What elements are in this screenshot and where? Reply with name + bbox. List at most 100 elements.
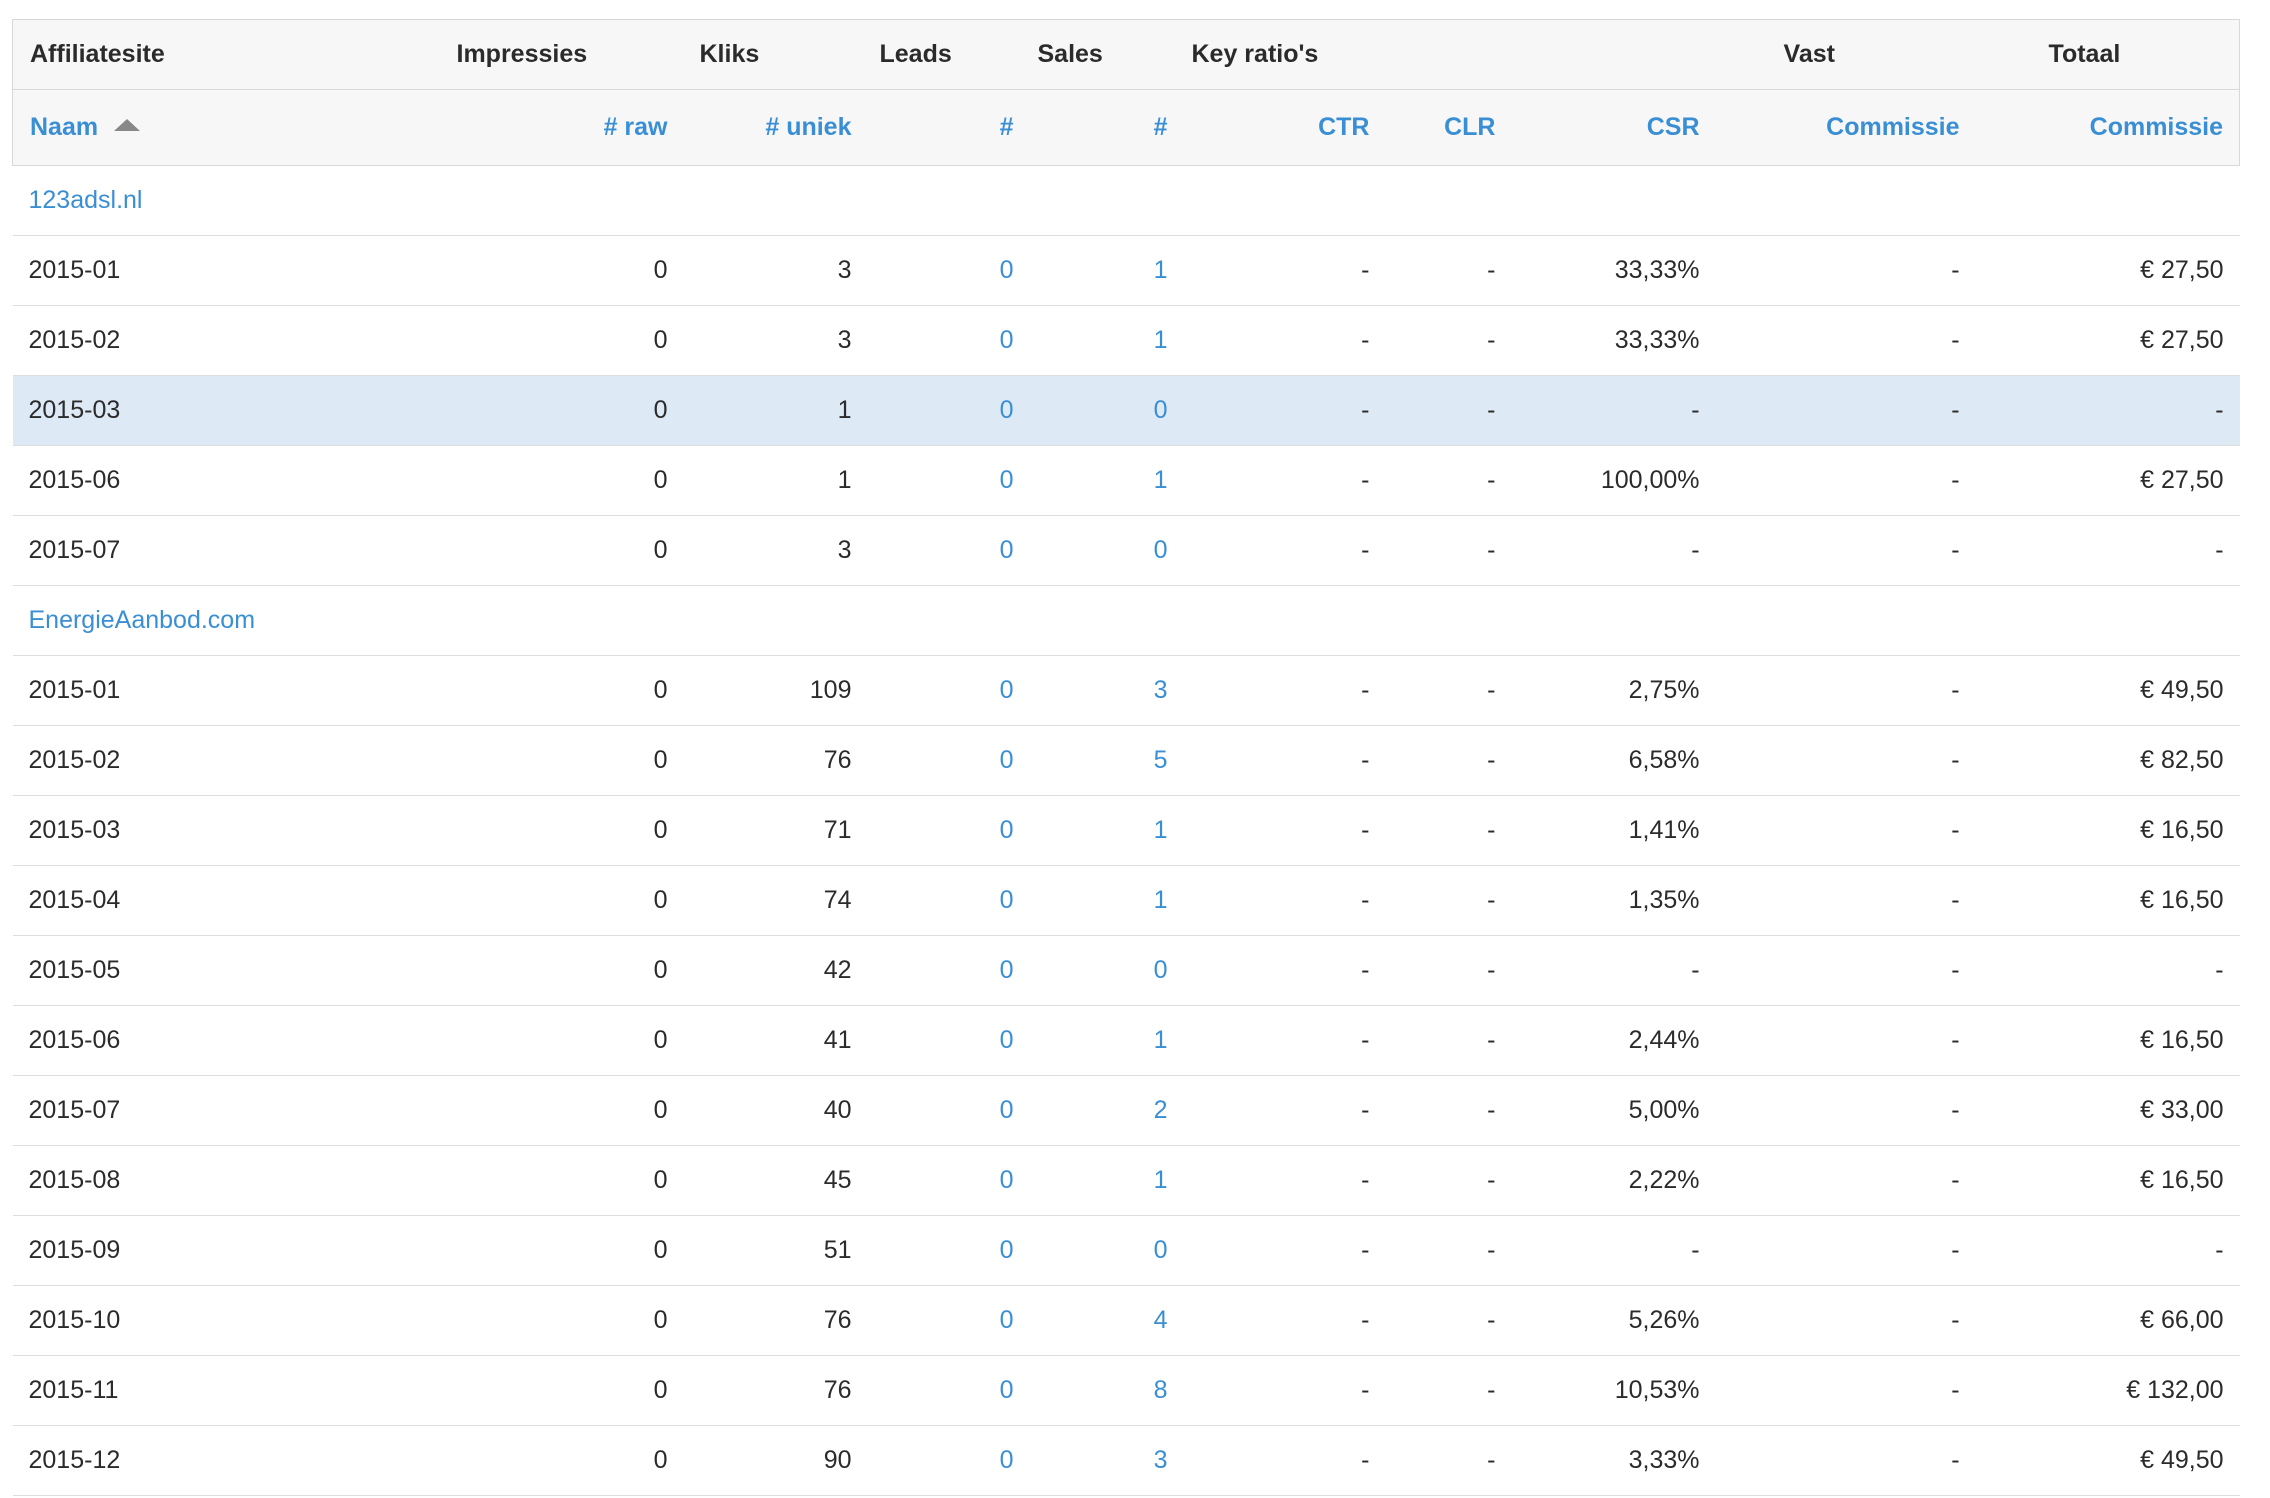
cell-sales-link-text[interactable]: 1 [1153, 256, 1168, 284]
cell-sales-link-text[interactable]: 0 [1153, 396, 1168, 424]
cell-sales-link-text[interactable]: 2 [1153, 1096, 1168, 1124]
cell-leads-link[interactable]: 0 [867, 305, 1030, 376]
cell-sales-link[interactable]: 0 [1029, 935, 1184, 1006]
cell-impressies-raw: 0 [438, 1285, 684, 1356]
cell-leads-link-text[interactable]: 0 [999, 326, 1014, 354]
cell-sales-link[interactable]: 8 [1029, 1355, 1184, 1426]
sort-csr-header[interactable]: CSR [1511, 89, 1716, 166]
cell-sales-link-text[interactable]: 3 [1153, 1446, 1168, 1474]
cell-sales-link-text[interactable]: 0 [1153, 956, 1168, 984]
cell-sales-link[interactable]: 0 [1029, 515, 1184, 586]
cell-sales-link-text[interactable]: 1 [1153, 886, 1168, 914]
cell-leads-link-text[interactable]: 0 [999, 466, 1014, 494]
cell-sales-link[interactable]: 1 [1029, 865, 1184, 936]
sort-raw-header[interactable]: # raw [438, 89, 684, 166]
sort-leads-header[interactable]: # [867, 89, 1030, 166]
cell-leads-link[interactable]: 0 [867, 1215, 1030, 1286]
sort-totaal-commissie-header[interactable]: Commissie [1975, 89, 2241, 166]
cell-sales-link-text[interactable]: 1 [1153, 466, 1168, 494]
cell-sales-link[interactable]: 3 [1029, 655, 1184, 726]
cell-leads-link[interactable]: 0 [867, 1285, 1030, 1356]
cell-leads-link-text[interactable]: 0 [999, 536, 1014, 564]
cell-leads-link-text[interactable]: 0 [999, 1236, 1014, 1264]
cell-leads-link[interactable]: 0 [867, 515, 1030, 586]
cell-sales-link[interactable]: 1 [1029, 445, 1184, 516]
cell-sales-link[interactable]: 4 [1029, 1285, 1184, 1356]
cell-leads-link-text[interactable]: 0 [999, 1096, 1014, 1124]
cell-totaal-commissie: € 132,00 [1975, 1355, 2240, 1426]
cell-leads-link-text[interactable]: 0 [999, 1166, 1014, 1194]
cell-leads-link-text[interactable]: 0 [999, 1376, 1014, 1404]
table-row: 2015-09 0 51 0 0- - - - - [12, 1215, 2240, 1286]
cell-sales-link[interactable]: 0 [1029, 375, 1184, 446]
cell-leads-link-text[interactable]: 0 [999, 676, 1014, 704]
cell-sales-link-text[interactable]: 1 [1153, 326, 1168, 354]
cell-sales-link-text[interactable]: 0 [1153, 1236, 1168, 1264]
cell-leads-link-text[interactable]: 0 [999, 956, 1014, 984]
table-row: 2015-06 0 41 0 1- -2,44% - € 16,50 [12, 1005, 2240, 1076]
cell-sales-link-text[interactable]: 1 [1153, 816, 1168, 844]
site-name-link[interactable]: 123adsl.nl [12, 165, 2240, 236]
cell-sales-link[interactable]: 1 [1029, 1005, 1184, 1076]
table-row: 2015-05 0 42 0 0- - - - - [12, 935, 2240, 1006]
cell-csr: - [1511, 1215, 1716, 1286]
cell-leads-link[interactable]: 0 [867, 445, 1030, 516]
cell-leads-link[interactable]: 0 [867, 375, 1030, 446]
sort-naam-header[interactable]: Naam [12, 89, 439, 166]
cell-period: 2015-03 [12, 375, 439, 446]
cell-ctr: - [1183, 1215, 1386, 1286]
group-key-ratios: Key ratio's [1183, 19, 1716, 90]
sort-uniek-header[interactable]: # uniek [683, 89, 868, 166]
cell-ctr: - [1183, 1355, 1386, 1426]
cell-sales-link[interactable]: 2 [1029, 1075, 1184, 1146]
cell-leads-link-text[interactable]: 0 [999, 256, 1014, 284]
cell-leads-link[interactable]: 0 [867, 725, 1030, 796]
cell-ctr: - [1183, 1425, 1386, 1496]
cell-leads-link-text[interactable]: 0 [999, 1026, 1014, 1054]
sort-sales-header[interactable]: # [1029, 89, 1184, 166]
cell-sales-link-text[interactable]: 4 [1153, 1306, 1168, 1334]
cell-clr: - [1385, 1355, 1512, 1426]
cell-leads-link[interactable]: 0 [867, 655, 1030, 726]
cell-sales-link[interactable]: 5 [1029, 725, 1184, 796]
cell-sales-link[interactable]: 0 [1029, 1215, 1184, 1286]
cell-sales-link-text[interactable]: 3 [1153, 676, 1168, 704]
cell-sales-link[interactable]: 1 [1029, 235, 1184, 306]
cell-leads-link-text[interactable]: 0 [999, 886, 1014, 914]
cell-leads-link[interactable]: 0 [867, 865, 1030, 936]
cell-totaal-commissie: - [1975, 375, 2240, 446]
cell-leads-link[interactable]: 0 [867, 935, 1030, 1006]
cell-totaal-commissie: € 27,50 [1975, 305, 2240, 376]
cell-leads-link-text[interactable]: 0 [999, 1446, 1014, 1474]
cell-leads-link[interactable]: 0 [867, 1145, 1030, 1216]
table-row: 2015-01 0 109 0 3- -2,75% - € 49,50 [12, 655, 2240, 726]
cell-sales-link[interactable]: 3 [1029, 1425, 1184, 1496]
cell-totaal-commissie: - [1975, 515, 2240, 586]
cell-leads-link[interactable]: 0 [867, 795, 1030, 866]
cell-leads-link-text[interactable]: 0 [999, 1306, 1014, 1334]
cell-leads-link[interactable]: 0 [867, 1425, 1030, 1496]
cell-leads-link[interactable]: 0 [867, 1355, 1030, 1426]
cell-leads-link[interactable]: 0 [867, 235, 1030, 306]
cell-period: 2015-06 [12, 445, 439, 516]
cell-period: 2015-03 [12, 795, 439, 866]
cell-sales-link-text[interactable]: 8 [1153, 1376, 1168, 1404]
cell-leads-link[interactable]: 0 [867, 1005, 1030, 1076]
cell-sales-link-text[interactable]: 1 [1153, 1166, 1168, 1194]
cell-ctr: - [1183, 935, 1386, 1006]
cell-sales-link-text[interactable]: 1 [1153, 1026, 1168, 1054]
cell-sales-link[interactable]: 1 [1029, 1145, 1184, 1216]
cell-sales-link[interactable]: 1 [1029, 795, 1184, 866]
sort-vast-commissie-header[interactable]: Commissie [1715, 89, 1976, 166]
cell-sales-link[interactable]: 1 [1029, 305, 1184, 376]
cell-sales-link-text[interactable]: 5 [1153, 746, 1168, 774]
sort-clr-header[interactable]: CLR [1385, 89, 1512, 166]
sort-ctr-header[interactable]: CTR [1183, 89, 1386, 166]
site-name-link[interactable]: EnergieAanbod.com [12, 585, 2240, 656]
cell-leads-link-text[interactable]: 0 [999, 396, 1014, 424]
cell-csr: - [1511, 935, 1716, 1006]
cell-sales-link-text[interactable]: 0 [1153, 536, 1168, 564]
cell-leads-link-text[interactable]: 0 [999, 746, 1014, 774]
cell-leads-link-text[interactable]: 0 [999, 816, 1014, 844]
cell-leads-link[interactable]: 0 [867, 1075, 1030, 1146]
